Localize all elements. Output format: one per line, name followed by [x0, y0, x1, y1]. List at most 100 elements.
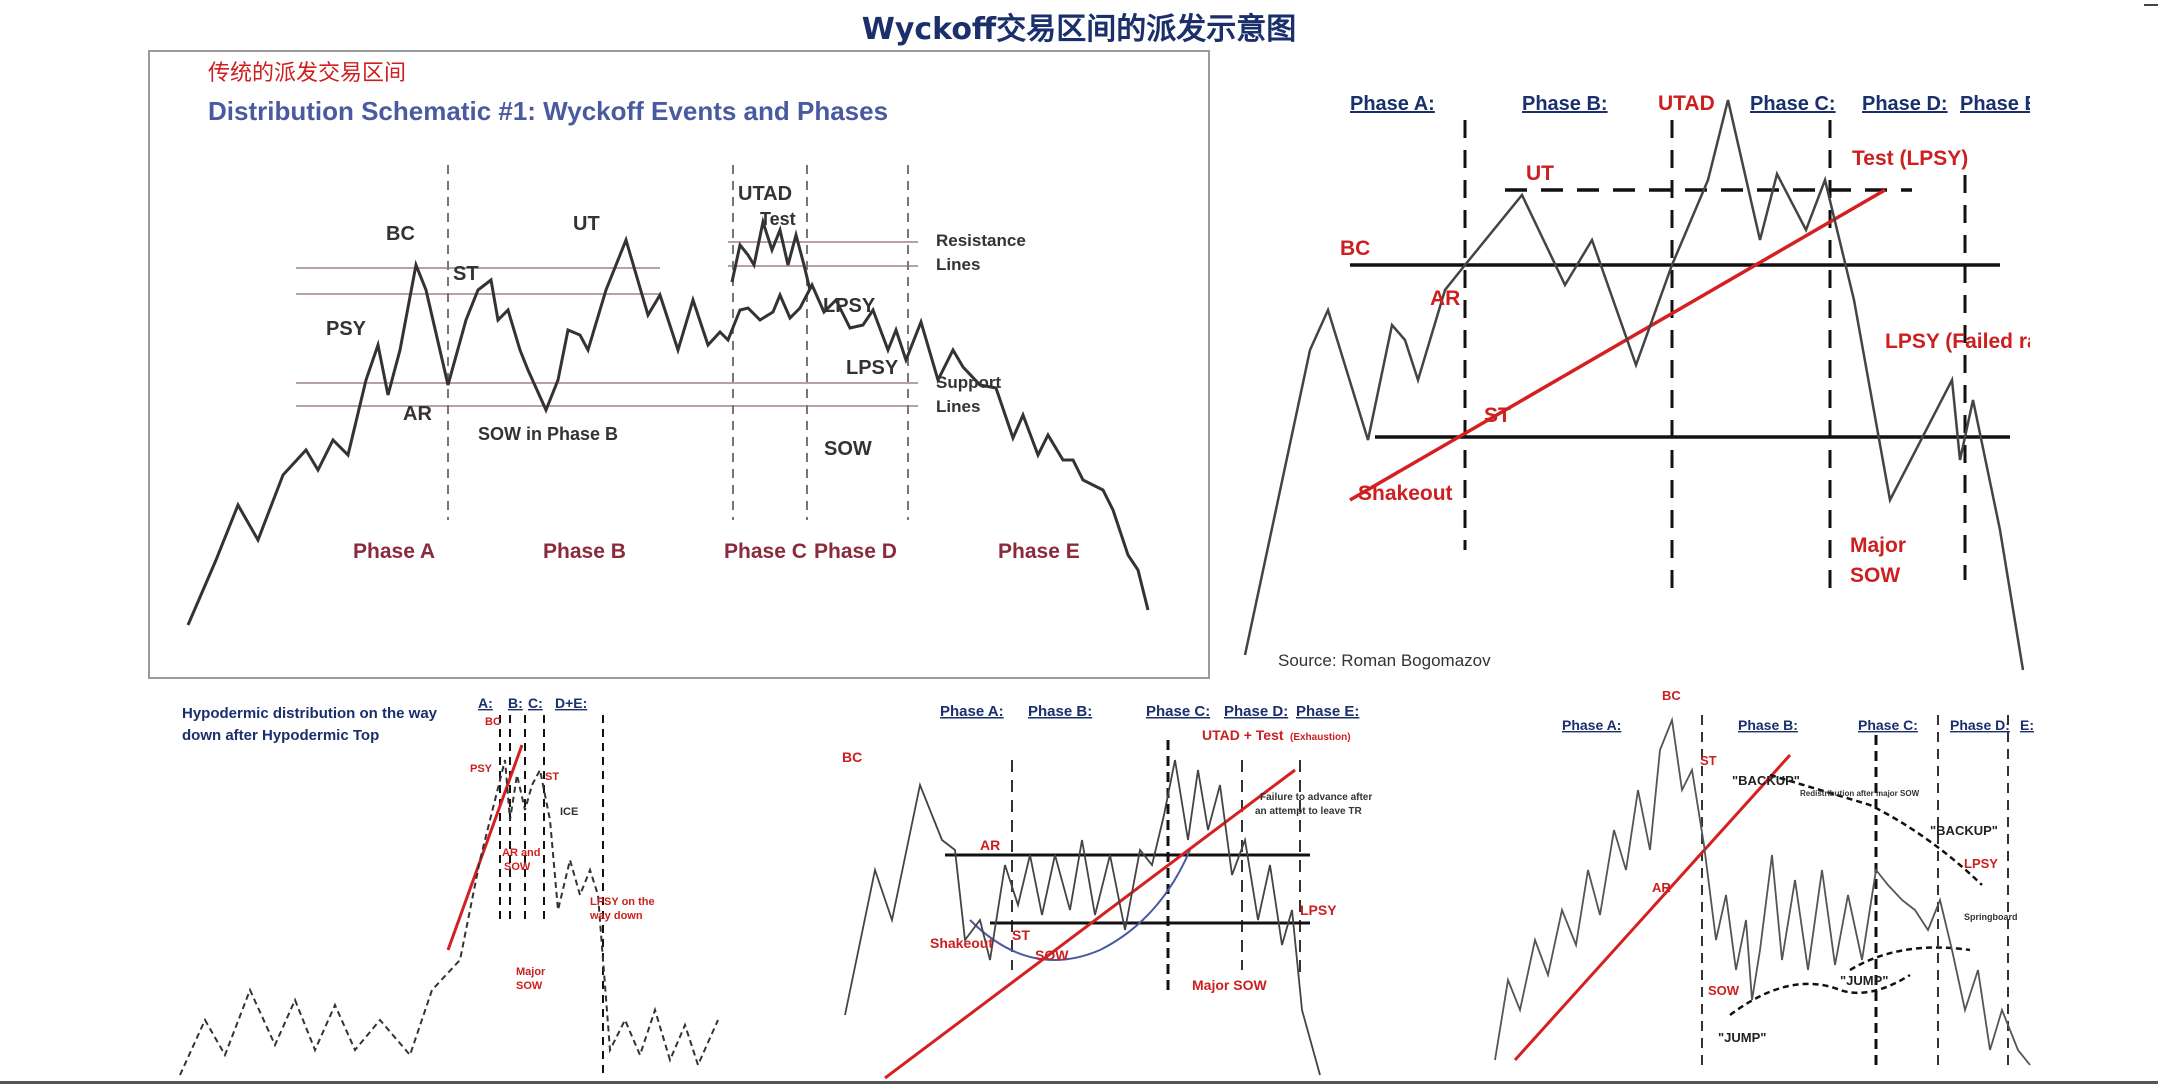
event-sow: SOW: [824, 438, 872, 460]
p5-event-jump-2: "JUMP": [1718, 1030, 1766, 1045]
p4-event-failure-1: Failure to advance after: [1260, 792, 1372, 803]
p3-phase-a: A:: [478, 695, 493, 711]
panel-bogomazov-schematic: Phase A: Phase B: Phase C: Phase D: Phas…: [1243, 92, 2030, 671]
p2-phase-dividers: [1463, 120, 1967, 590]
p5-phase-e: E:: [2020, 717, 2034, 733]
panel1-price-path: [186, 235, 1150, 626]
p3-event-bc: BC: [485, 716, 501, 728]
p2-trendline: [1349, 188, 1886, 502]
p4-trendline: [884, 768, 1296, 1080]
p4-event-ar: AR: [980, 837, 1000, 853]
p3-phase-dividers: [499, 715, 604, 1075]
support-lines: [296, 382, 918, 407]
p3-event-sow-2: SOW: [516, 980, 543, 992]
p5-event-backup-2: "BACKUP": [1930, 823, 1998, 838]
p3-event-way-down: way down: [589, 910, 643, 922]
event-ut: UT: [573, 213, 600, 235]
p4-event-shakeout: Shakeout: [930, 935, 993, 951]
p4-event-sow: SOW: [1035, 947, 1069, 963]
p3-event-ice: ICE: [560, 806, 578, 818]
p2-price-path: [1243, 99, 2025, 671]
p3-caption-1: Hypodermic distribution on the way: [182, 705, 438, 722]
p5-event-st: ST: [1700, 753, 1717, 768]
p2-event-sow: SOW: [1850, 564, 1900, 587]
corner-mark: [2144, 4, 2158, 6]
event-test: Test: [760, 209, 796, 229]
p4-accumulation-arc: [969, 849, 1191, 961]
p5-event-sow: SOW: [1708, 983, 1740, 998]
p3-trendline: [446, 744, 524, 951]
p3-caption-2: down after Hypodermic Top: [182, 727, 379, 744]
p2-event-ar: AR: [1430, 287, 1460, 310]
p4-phase-c: Phase C:: [1146, 703, 1210, 720]
p5-phase-d: Phase D:: [1950, 717, 2010, 733]
panel1-cn-caption: 传统的派发交易区间: [208, 61, 406, 86]
p3-event-lpsy-way: LPSY on the: [590, 896, 655, 908]
event-psy: PSY: [326, 318, 367, 340]
p4-event-failure-2: an attempt to leave TR: [1255, 806, 1362, 817]
panel-hypodermic-distribution: Hypodermic distribution on the way down …: [179, 695, 719, 1076]
p4-event-st: ST: [1012, 927, 1030, 943]
p5-event-bc: BC: [1662, 688, 1681, 703]
phase-d-label: Phase D: [814, 540, 897, 563]
p3-phase-c: C:: [528, 695, 543, 711]
label-resistance-lines: Lines: [936, 255, 980, 274]
p2-phase-b: Phase B:: [1522, 93, 1608, 115]
p4-phase-d: Phase D:: [1224, 703, 1288, 720]
p2-event-shakeout: Shakeout: [1358, 482, 1453, 505]
p3-event-psy: PSY: [470, 763, 493, 775]
phase-dividers: [447, 165, 909, 520]
p4-phase-e: Phase E:: [1296, 703, 1359, 720]
p3-event-st: ST: [545, 771, 559, 783]
p2-phase-c: Phase C:: [1750, 93, 1836, 115]
panel-backup-jump-schematic: Phase A: Phase B: Phase C: Phase D: E: B…: [1494, 688, 2034, 1070]
event-lpsy-1: LPSY: [823, 295, 876, 317]
p4-phase-b: Phase B:: [1028, 703, 1092, 720]
p5-event-ar: AR: [1652, 880, 1671, 895]
p2-source: Source: Roman Bogomazov: [1278, 651, 1491, 670]
panel1-frame: [148, 50, 1210, 679]
event-bc: BC: [386, 223, 415, 245]
p2-phase-e: Phase E:: [1960, 93, 2030, 115]
p4-event-bc: BC: [842, 749, 862, 765]
p4-event-utad-test: UTAD + Test: [1202, 727, 1284, 743]
panel1-heading: Distribution Schematic #1: Wyckoff Event…: [208, 96, 888, 126]
p5-trendline: [1513, 753, 1792, 1062]
p2-phase-a: Phase A:: [1350, 93, 1435, 115]
phase-b-label: Phase B: [543, 540, 626, 563]
p4-phase-a: Phase A:: [940, 703, 1004, 720]
label-support: Support: [936, 373, 1001, 392]
p2-event-bc: BC: [1340, 237, 1370, 260]
p5-phase-b: Phase B:: [1738, 717, 1798, 733]
p2-event-major: Major: [1850, 534, 1906, 557]
panel-classic-distribution-schematic: 传统的派发交易区间 Distribution Schematic #1: Wyc…: [148, 50, 1210, 679]
p5-event-redistribution: Redistribution after major SOW: [1800, 789, 1920, 798]
p3-phase-de: D+E:: [555, 695, 587, 711]
p4-event-lpsy: LPSY: [1300, 902, 1337, 918]
p2-event-utad: UTAD: [1658, 92, 1715, 115]
bottom-rule: [0, 1081, 2158, 1084]
page-title: Wyckoff交易区间的派发示意图: [861, 12, 1297, 47]
p3-phase-b: B:: [508, 695, 523, 711]
event-lpsy-2: LPSY: [846, 357, 899, 379]
p2-phase-d: Phase D:: [1862, 93, 1948, 115]
p5-backup-curve-1: [1769, 773, 1983, 886]
p5-event-jump-1: "JUMP": [1840, 973, 1888, 988]
phase-c-label: Phase C: [724, 540, 807, 563]
phase-e-label: Phase E: [998, 540, 1080, 563]
p4-price-path: [844, 759, 1321, 1076]
p3-event-sow-1: SOW: [504, 861, 531, 873]
p5-phase-dividers: [1701, 715, 2009, 1070]
label-resistance: Resistance: [936, 231, 1026, 250]
p2-event-lpsy-failed: LPSY (Failed rally): [1885, 330, 2030, 353]
p4-event-major-sow: Major SOW: [1192, 977, 1267, 993]
panel-utad-test-schematic: Phase A: Phase B: Phase C: Phase D: Phas…: [842, 703, 1372, 1080]
p4-phase-dividers: [1011, 760, 1301, 980]
p3-event-ar-and: AR and: [502, 847, 541, 859]
event-ar: AR: [403, 403, 432, 425]
p5-jump-curve-2: [1849, 946, 1971, 972]
p3-price-path: [179, 759, 719, 1076]
p2-event-st: ST: [1484, 404, 1511, 427]
phase-a-label: Phase A: [353, 540, 435, 563]
p3-event-major: Major: [516, 966, 546, 978]
